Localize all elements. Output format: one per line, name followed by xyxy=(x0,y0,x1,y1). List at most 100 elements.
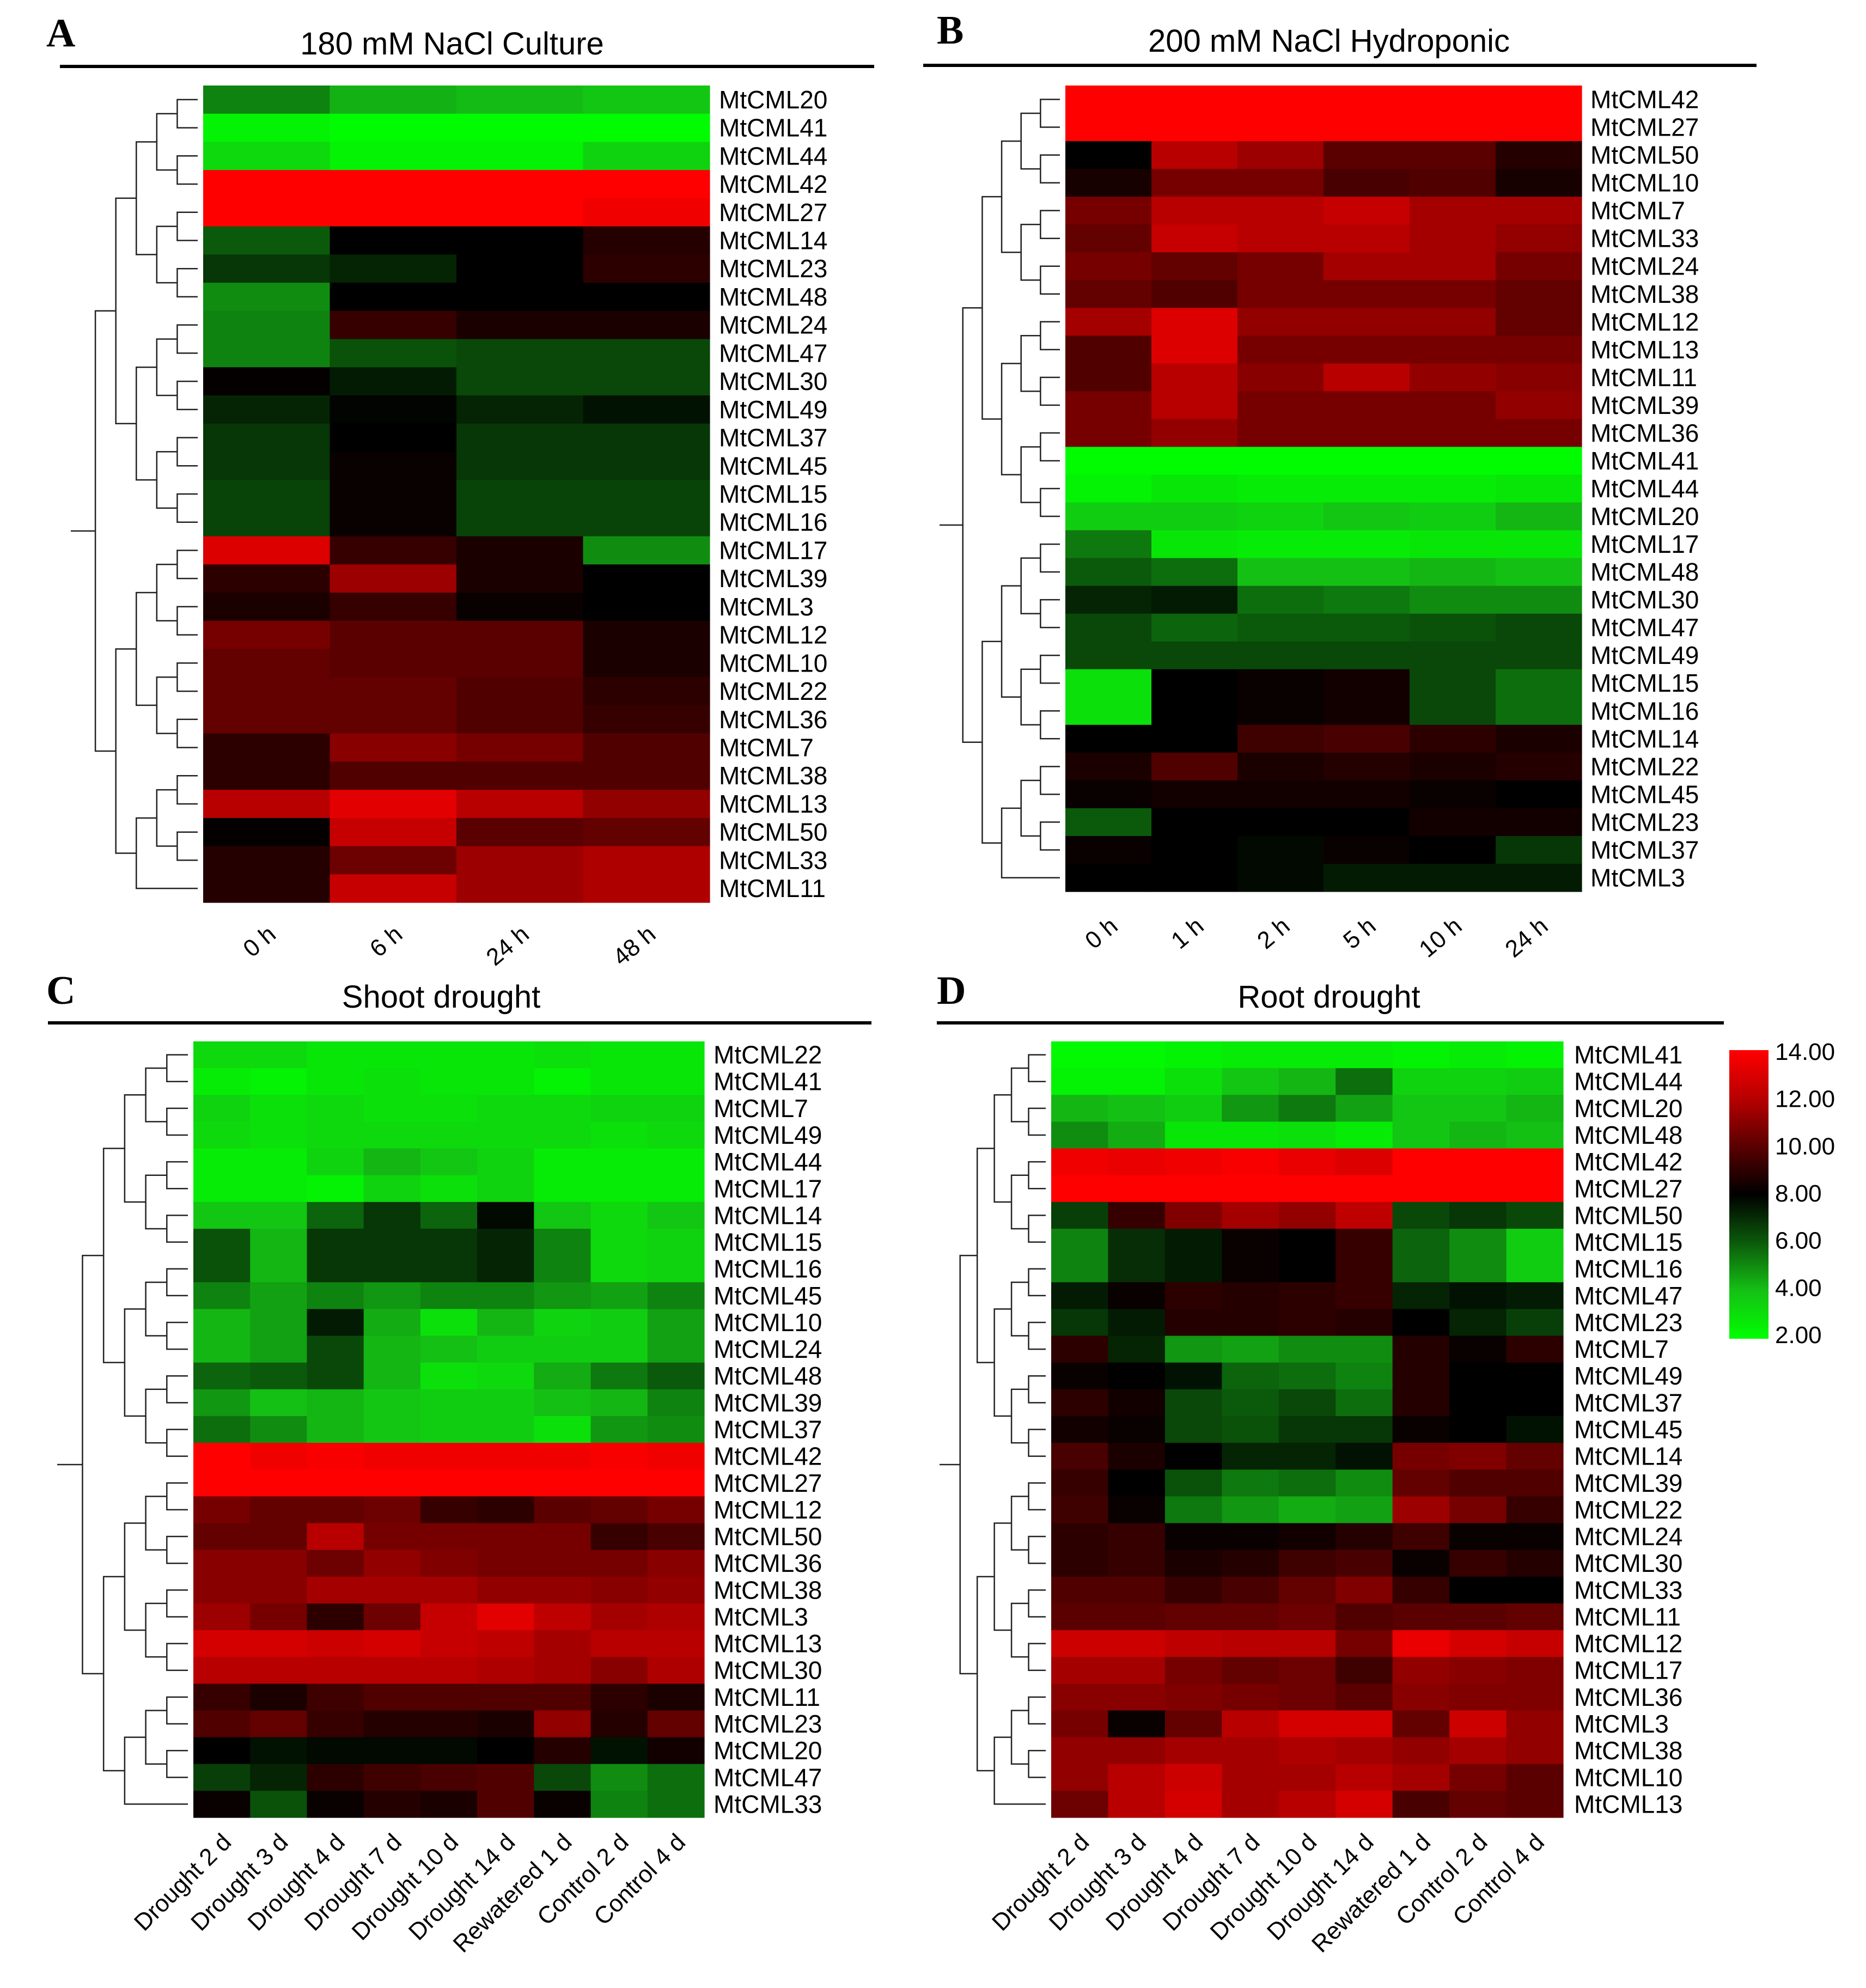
heatmap-cell xyxy=(203,310,331,340)
heatmap-cell xyxy=(456,733,584,762)
heatmap-cell xyxy=(1506,1496,1564,1524)
row-label: MtCML44 xyxy=(714,1148,822,1176)
heatmap-cell xyxy=(1449,1790,1507,1818)
heatmap-cell xyxy=(1151,641,1238,670)
heatmap-cell xyxy=(590,1228,648,1256)
heatmap-cell xyxy=(250,1576,308,1604)
heatmap-cell xyxy=(1108,1041,1166,1069)
heatmap-cells xyxy=(1065,86,1582,892)
heatmap-cell xyxy=(590,1202,648,1229)
heatmap-cell xyxy=(1051,1041,1109,1069)
heatmap-cell xyxy=(1496,252,1582,280)
heatmap-cell xyxy=(1506,1068,1564,1095)
heatmap-cell xyxy=(1410,419,1496,448)
heatmap-cell xyxy=(1496,447,1582,475)
panel-title: Shoot drought xyxy=(342,979,540,1015)
heatmap-cell xyxy=(1392,1148,1450,1176)
row-label: MtCML10 xyxy=(1590,169,1699,197)
heatmap-cell xyxy=(193,1764,251,1791)
heatmap-cell xyxy=(1151,86,1238,114)
heatmap-cell xyxy=(1449,1068,1507,1095)
heatmap-cell xyxy=(1222,1790,1279,1818)
heatmap-cell xyxy=(1324,808,1410,837)
heatmap-cell xyxy=(1506,1790,1564,1818)
heatmap-cell xyxy=(534,1309,591,1337)
heatmap-cell xyxy=(330,733,457,762)
heatmap-cell xyxy=(1237,474,1324,503)
heatmap-cell xyxy=(1065,780,1152,809)
row-label: MtCML44 xyxy=(719,142,827,170)
heatmap-cell xyxy=(1065,308,1152,336)
heatmap-cell xyxy=(1278,1121,1336,1149)
heatmap-cell xyxy=(363,1469,421,1497)
heatmap-cell xyxy=(330,283,457,312)
heatmap-cell xyxy=(1065,669,1152,698)
heatmap-cell xyxy=(583,790,710,819)
heatmap-cell xyxy=(193,1443,251,1470)
heatmap-cell xyxy=(203,339,331,368)
heatmap-cell xyxy=(307,1469,364,1497)
heatmap-cell xyxy=(1336,1737,1393,1765)
row-label: MtCML20 xyxy=(1590,502,1699,530)
heatmap-cell xyxy=(534,1148,591,1176)
heatmap-cell xyxy=(193,1121,251,1149)
heatmap-cell xyxy=(477,1523,534,1551)
heatmap-cell xyxy=(330,367,457,396)
heatmap-cell xyxy=(534,1255,591,1283)
heatmap-cell xyxy=(307,1496,364,1524)
heatmap-cell xyxy=(1392,1684,1450,1711)
heatmap-cell xyxy=(1222,1710,1279,1738)
heatmap-cell xyxy=(307,1041,364,1069)
heatmap-cell xyxy=(1051,1255,1109,1283)
heatmap-cell xyxy=(307,1737,364,1765)
heatmap-cell xyxy=(250,1684,308,1711)
dendrogram-branch xyxy=(82,1254,104,1675)
heatmap-cell xyxy=(1237,224,1324,253)
heatmap-cell xyxy=(307,1416,364,1443)
heatmap-cell xyxy=(583,620,710,650)
heatmap-cell xyxy=(456,790,584,819)
heatmap-cell xyxy=(1392,1469,1450,1497)
dendrogram-branch xyxy=(156,451,178,509)
dendrogram-branch xyxy=(1028,1054,1046,1082)
row-label: MtCML12 xyxy=(719,621,827,649)
heatmap-cell xyxy=(1222,1362,1279,1390)
heatmap-cell xyxy=(307,1336,364,1363)
heatmap-cell xyxy=(456,113,584,143)
heatmap-cell xyxy=(534,1336,591,1363)
heatmap-cell xyxy=(1065,252,1152,280)
heatmap-cell xyxy=(193,1041,251,1069)
heatmap-cell xyxy=(1324,752,1410,781)
heatmap-cell xyxy=(330,761,457,790)
heatmap-cell xyxy=(1336,1496,1393,1524)
heatmap-cell xyxy=(456,142,584,170)
heatmap-cell xyxy=(1065,113,1152,142)
heatmap-cell xyxy=(1065,363,1152,392)
heatmap-cell xyxy=(193,1657,251,1684)
heatmap-cell xyxy=(1506,1737,1564,1765)
heatmap-cell xyxy=(1051,1737,1109,1765)
heatmap-cell xyxy=(1496,586,1582,614)
heatmap-cell xyxy=(1324,780,1410,809)
colorbar-tick-label: 12.00 xyxy=(1775,1086,1835,1113)
heatmap-cell xyxy=(1506,1443,1564,1470)
heatmap-cell xyxy=(1151,474,1238,503)
heatmap-cell xyxy=(330,480,457,509)
heatmap-cell xyxy=(1065,530,1152,559)
heatmap-cell xyxy=(590,1121,648,1149)
heatmap-cell xyxy=(420,1362,478,1390)
heatmap-cell xyxy=(583,339,710,368)
heatmap-cell xyxy=(647,1255,705,1283)
heatmap-cell xyxy=(363,1550,421,1577)
row-label: MtCML11 xyxy=(714,1683,820,1711)
row-label: MtCML16 xyxy=(1574,1255,1682,1283)
heatmap-cell xyxy=(1324,419,1410,448)
panel-title: 180 mM NaCl Culture xyxy=(300,26,604,62)
heatmap-cell xyxy=(534,1095,591,1123)
heatmap-cell xyxy=(250,1041,308,1069)
heatmap-cell xyxy=(647,1576,705,1604)
heatmap-cell xyxy=(1324,836,1410,864)
heatmap-cell xyxy=(1410,363,1496,392)
heatmap-cell xyxy=(1237,836,1324,864)
heatmap-cell xyxy=(1237,252,1324,280)
